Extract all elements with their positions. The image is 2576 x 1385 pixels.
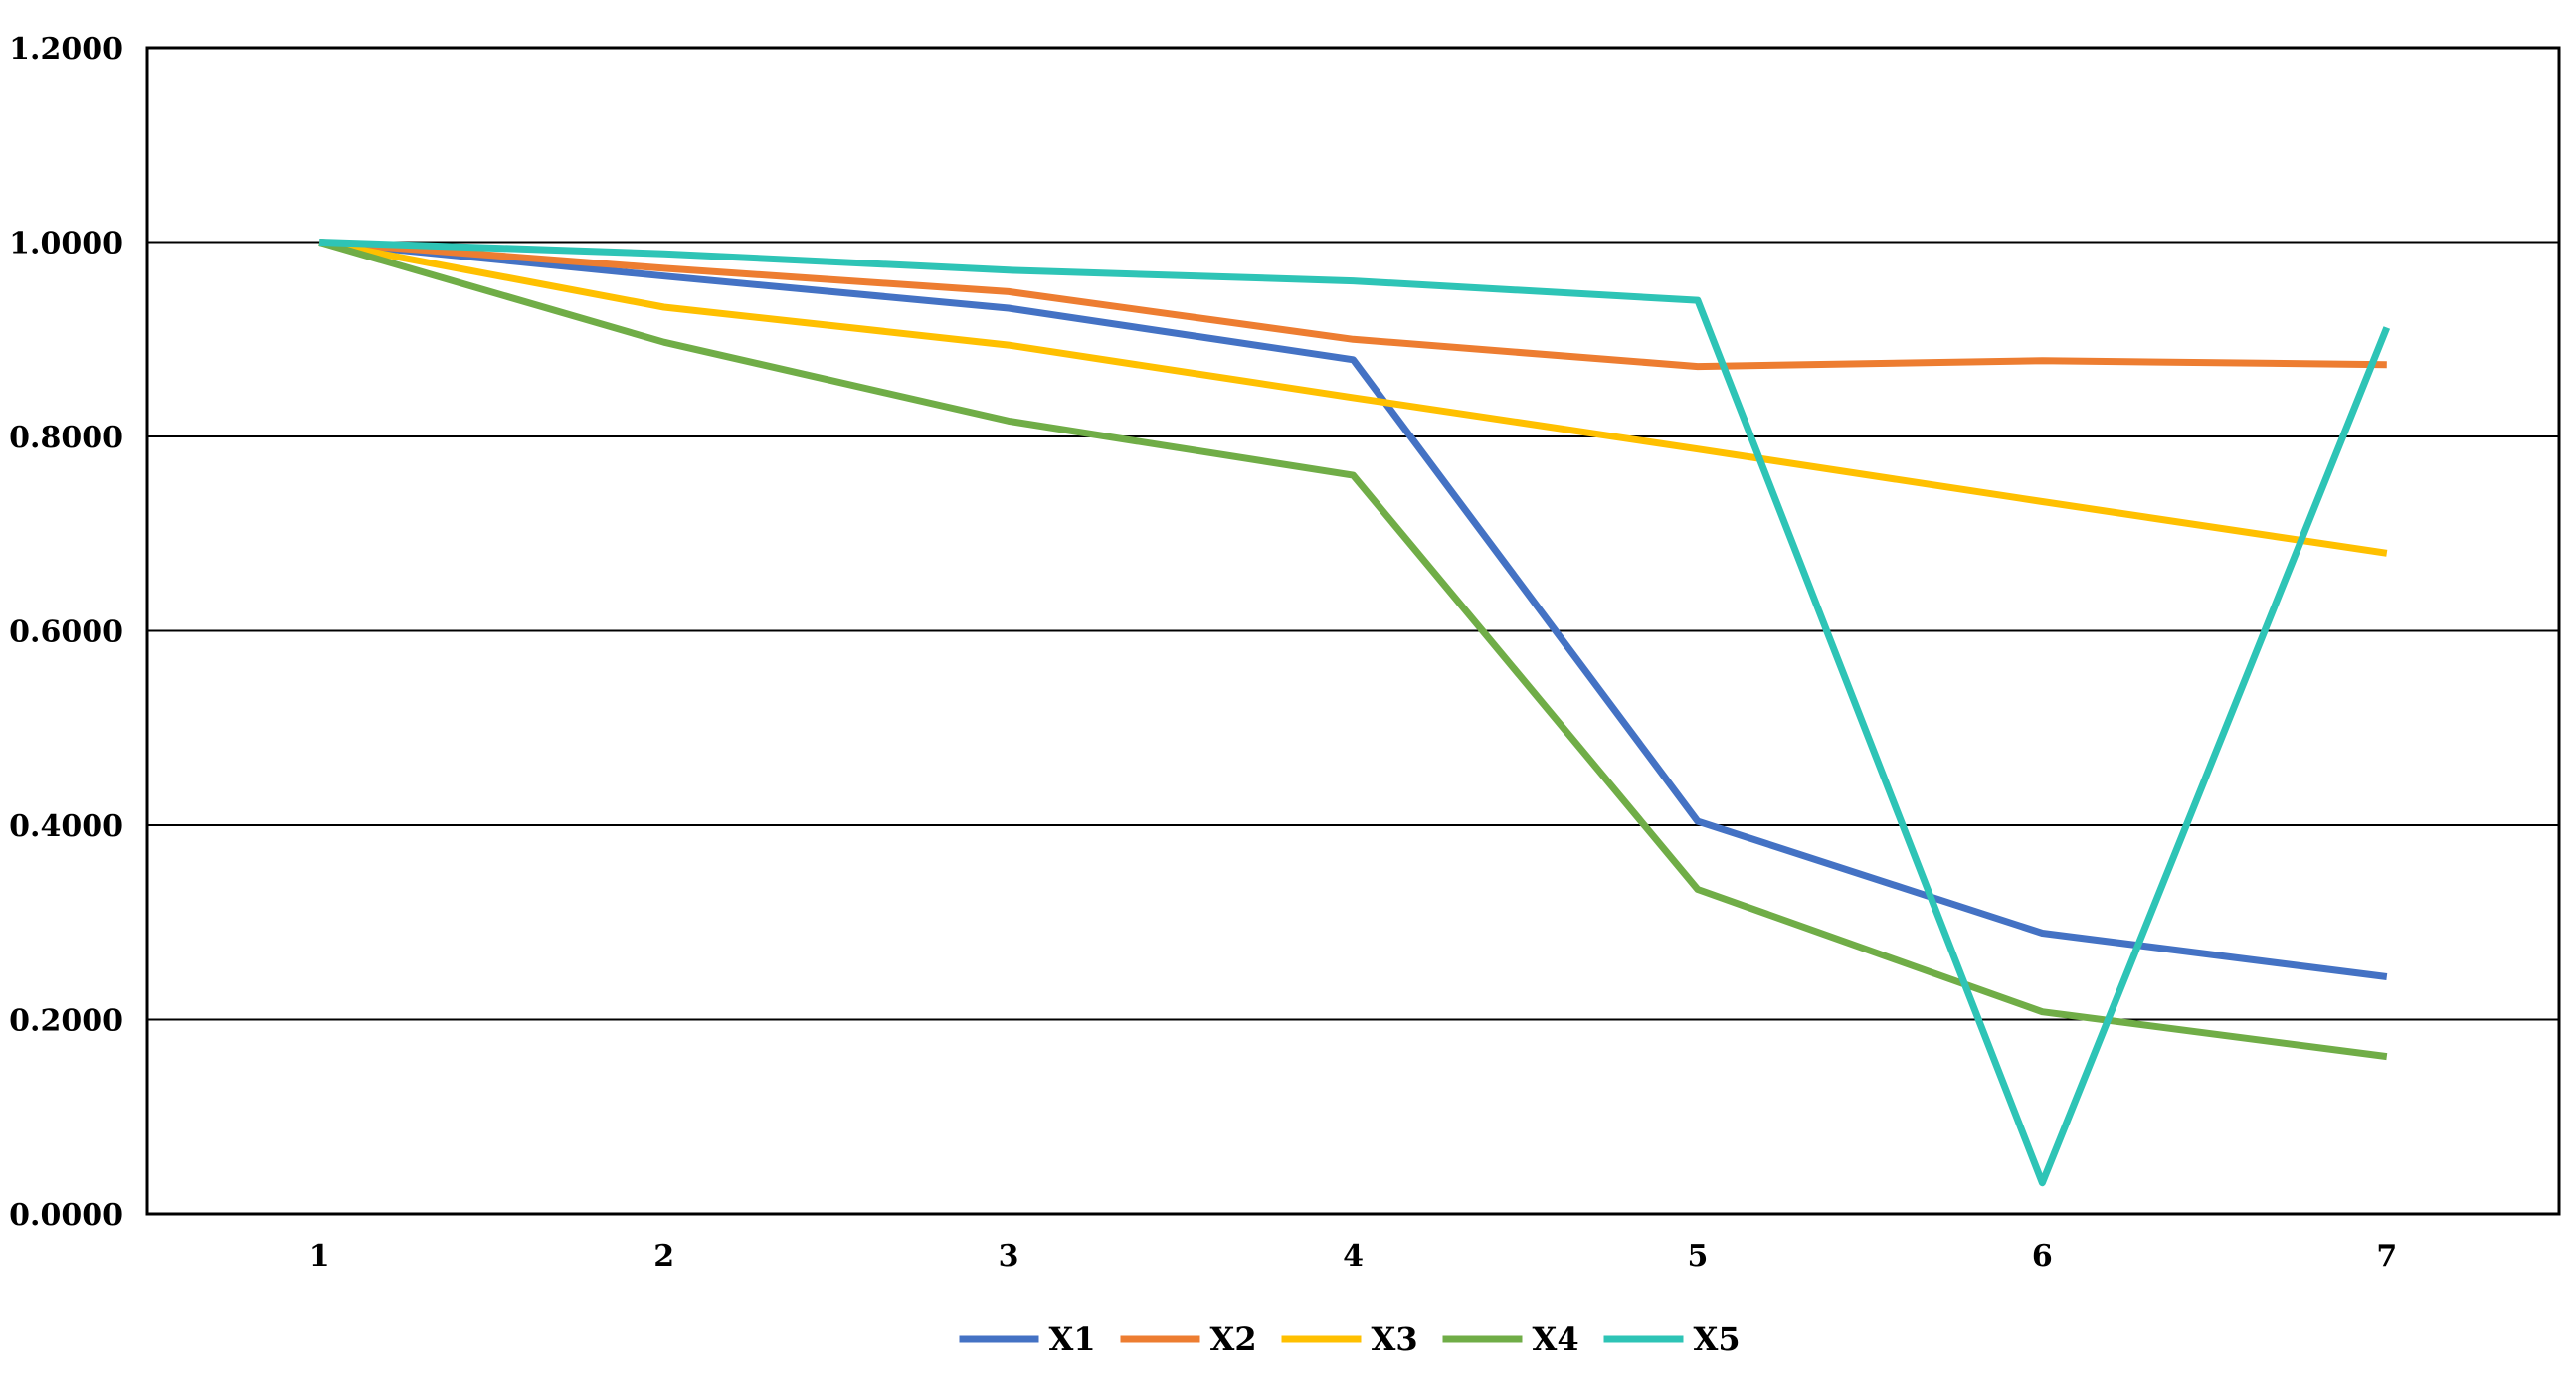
legend-item-x4: X4 [1442,1320,1579,1358]
y-tick-label: 1.2000 [9,32,123,67]
y-tick-label: 1.0000 [9,227,123,261]
legend-label: X5 [1694,1320,1741,1358]
legend-label: X4 [1533,1320,1579,1358]
series-lines [318,239,2391,1187]
series-line-x3 [318,239,2388,557]
y-tick-label: 0.8000 [9,421,123,455]
legend: X1 X2 X3 X4 X5 [959,1320,1741,1358]
series-line-x4 [318,239,2388,1061]
plot-area-frame [145,46,2561,1216]
series-line-x1 [318,239,2388,980]
legend-label: X2 [1210,1320,1257,1358]
y-tick-label: 0.0000 [9,1198,123,1233]
legend-item-x5: X5 [1603,1320,1741,1358]
legend-item-x1: X1 [959,1320,1096,1358]
x-tick-label: 4 [1343,1239,1364,1274]
series-line-x5 [319,239,2391,1187]
y-axis-tick-labels: 0.0000 0.2000 0.4000 0.6000 0.8000 1.0000 1.20… [9,32,123,1233]
x-tick-label: 6 [2032,1239,2053,1274]
y-tick-label: 0.4000 [9,809,123,844]
legend-label: X1 [1049,1320,1096,1358]
x-tick-label: 2 [653,1239,674,1274]
y-tick-label: 0.2000 [9,1004,123,1039]
legend-label: X3 [1372,1320,1418,1358]
x-axis-tick-labels: 1 2 3 4 5 6 7 [309,1239,2397,1274]
x-tick-label: 7 [2376,1239,2397,1274]
series-line-x2 [318,239,2387,371]
x-tick-label: 1 [309,1239,330,1274]
x-tick-label: 3 [999,1239,1019,1274]
legend-item-x2: X2 [1120,1320,1257,1358]
y-tick-label: 0.6000 [9,615,123,650]
legend-item-x3: X3 [1281,1320,1418,1358]
gridlines [147,241,2559,1021]
x-tick-label: 5 [1687,1239,1708,1274]
